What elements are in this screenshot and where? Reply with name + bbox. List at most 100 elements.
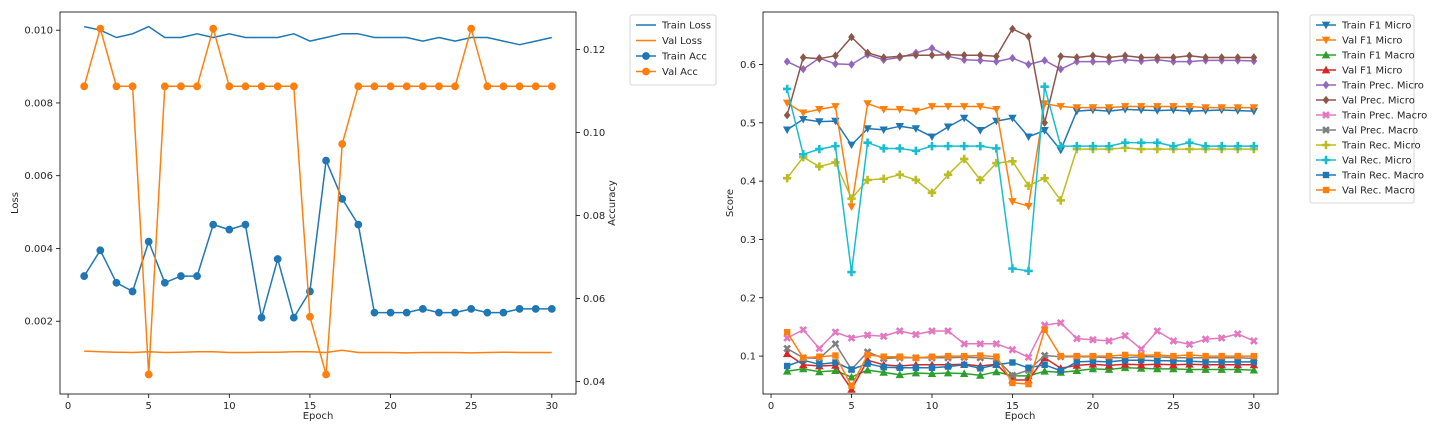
series-val-rec-macro-11-point (1089, 352, 1097, 360)
series-train-rec-micro-8-point (959, 154, 969, 164)
series-train-rec-micro-8-point (1153, 144, 1162, 154)
series-train-prec-macro-6-point (799, 325, 808, 334)
series-train-f1-micro-0-point (1040, 127, 1049, 135)
series-val-f1-micro-1-point (1008, 198, 1017, 206)
series-train-rec-macro-10-point (1073, 358, 1081, 366)
right-y-tick-label: 0.08 (583, 211, 605, 222)
series-train-rec-micro-8-point (815, 162, 824, 171)
series-val-acc-3-point (338, 140, 347, 148)
series-val-rec-macro-11-point (848, 382, 855, 390)
series-val-acc-3-point (193, 82, 201, 91)
series-val-prec-micro-5-point (976, 50, 984, 60)
series-train-prec-macro-6-point (1201, 335, 1210, 344)
series-train-prec-macro-6-point-shape (1008, 345, 1017, 354)
series-val-f1-micro-1-point (1104, 104, 1114, 112)
y-tick-label: 0.004 (24, 244, 53, 255)
series-train-f1-macro-2-point (1088, 364, 1098, 373)
legend-entry-train-loss-0-label: Train Loss (661, 21, 711, 32)
series-train-acc-2-point (418, 304, 427, 313)
loss-accuracy-left-y-ticks: 0.002 0.004 0.006 0.008 0.010 (24, 26, 60, 328)
series-val-rec-macro-11-point (1218, 352, 1225, 360)
series-train-rec-macro-10 (783, 356, 1258, 374)
series-train-rec-macro-10-point (783, 362, 791, 370)
series-val-acc-3-point (273, 82, 282, 91)
legend-entry-val-f1-micro-3-label: Val F1 Micro (1342, 66, 1402, 77)
series-train-rec-macro-10-point (880, 363, 887, 371)
legend-entry-train-f1-macro-2-label: Train F1 Macro (1341, 51, 1415, 62)
series-val-acc-3-point (225, 82, 234, 91)
series-val-f1-micro-1-point (1217, 104, 1226, 112)
series-train-prec-macro-6-point (928, 327, 936, 335)
series-train-f1-macro-2-point (1153, 364, 1162, 373)
series-val-acc-3-point (499, 82, 508, 91)
series-val-prec-micro-5-point (1186, 51, 1193, 60)
series-val-prec-micro-5-point (912, 50, 920, 60)
score-x-ticks: 0 5 10 15 20 25 30 (768, 394, 1260, 412)
series-val-acc-3-point (112, 82, 121, 91)
series-train-rec-macro-10-point (1121, 356, 1129, 364)
series-val-prec-micro-5-point (1202, 53, 1209, 62)
x-tick-label: 0 (65, 401, 71, 412)
legend-entry-train-rec-macro-10-marker (1322, 171, 1330, 179)
series-train-f1-micro-0-point (1024, 133, 1033, 142)
legend-entry-val-f1-micro-3-marker (1321, 65, 1331, 74)
legend-entry-train-rec-micro-8-marker (1321, 140, 1331, 150)
x-tick-label: 15 (304, 401, 317, 412)
series-train-f1-macro-2-point (1201, 365, 1210, 373)
series-train-prec-macro-6-point-shape (1056, 318, 1065, 327)
series-train-prec-micro-4-point (799, 64, 807, 74)
series-val-f1-micro-1-point (992, 106, 1001, 114)
series-val-f1-micro-1-point (1137, 103, 1146, 111)
series-val-f1-micro-1-point (976, 103, 985, 111)
series-val-rec-micro-9-point (1201, 141, 1210, 151)
series-val-rec-macro-11-point (1170, 352, 1177, 360)
legend-entry-val-rec-micro-9-label: Val Rec. Micro (1342, 156, 1412, 167)
series-val-f1-micro-3-point (782, 349, 792, 358)
series-train-prec-micro-4-point (783, 57, 791, 66)
series-train-acc-2-point (402, 308, 411, 317)
series-train-f1-macro-2-point (1249, 365, 1259, 374)
series-train-prec-macro-6-point-shape (1072, 334, 1081, 343)
series-val-rec-macro-11-point (1009, 379, 1016, 387)
x-tick-label: 10 (223, 401, 236, 412)
series-val-acc-3-point (177, 82, 185, 91)
series-val-rec-micro-9-point (1169, 141, 1178, 151)
series-train-acc-2-point (451, 308, 459, 317)
series-val-prec-macro-7-point (1040, 351, 1049, 360)
legend-entry-val-prec-macro-7-label: Val Prec. Macro (1342, 126, 1418, 137)
legend-entry-val-prec-micro-5: Val Prec. Micro (1316, 96, 1415, 107)
series-val-rec-micro-9-point (1153, 138, 1162, 147)
series-train-prec-macro-6-point (912, 330, 920, 339)
series-train-acc-2-point (144, 237, 153, 246)
series-val-rec-macro-11-point (864, 351, 871, 359)
series-val-f1-micro-1-point (1072, 104, 1082, 112)
series-train-f1-micro-0-point (782, 126, 792, 135)
series-val-rec-micro-9-point (1104, 141, 1114, 151)
loss-accuracy-legend: Train Loss Val Loss Train Acc Val Acc (629, 14, 717, 86)
series-val-rec-micro-9-point (1024, 266, 1033, 276)
series-train-acc-2-point (499, 308, 508, 317)
series-train-prec-macro-6-point (1233, 330, 1242, 338)
series-val-rec-macro-11-point (960, 352, 968, 360)
series-train-prec-macro-6-point-shape (895, 327, 904, 335)
series-train-rec-micro-8-point (895, 170, 904, 179)
series-val-prec-micro-5-point (783, 111, 791, 120)
series-train-acc-2-point (96, 246, 105, 255)
series-train-prec-micro-4-point (832, 59, 839, 69)
series-val-f1-micro-1-point (863, 100, 872, 108)
series-train-rec-macro-10-point (1009, 359, 1016, 366)
series-val-prec-micro-5-point (1234, 53, 1242, 62)
series-val-rec-macro-11-point (816, 353, 823, 360)
series-val-f1-micro-3-point (799, 360, 808, 369)
series-val-acc-3-point (354, 82, 363, 91)
series-train-f1-micro-0-point (799, 115, 808, 124)
series-val-prec-macro-7-point-shape (1008, 371, 1017, 380)
series-val-prec-macro-7-point-shape (1040, 351, 1049, 360)
series-train-acc-2-point (273, 255, 282, 263)
series-val-prec-micro-5-point (1089, 51, 1097, 60)
series-val-prec-micro-5 (783, 24, 1258, 128)
series-train-f1-micro-0-point (863, 125, 872, 133)
series-val-rec-micro-9-point (1137, 138, 1146, 147)
series-train-f1-micro-0-point (815, 118, 824, 126)
series-val-f1-micro-1-point (782, 99, 792, 108)
